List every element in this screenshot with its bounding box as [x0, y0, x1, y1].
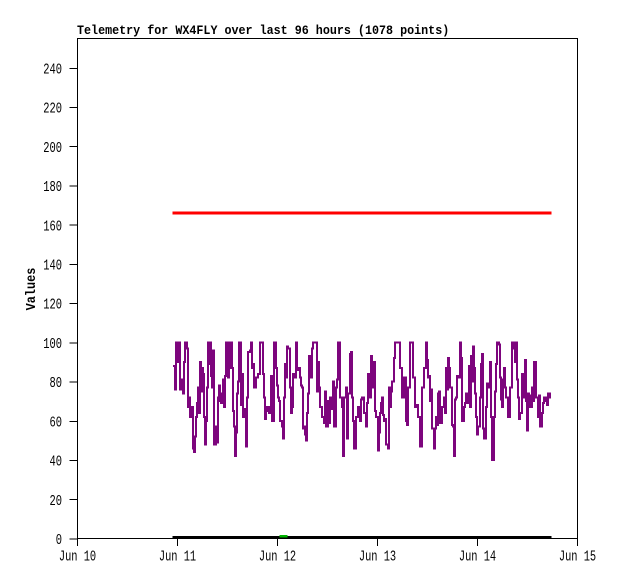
svg-text:Jun 14: Jun 14: [459, 549, 496, 565]
svg-text:80: 80: [49, 375, 62, 392]
svg-text:Jun 15: Jun 15: [559, 549, 596, 565]
svg-text:Telemetry for WX4FLY over last: Telemetry for WX4FLY over last 96 hours …: [77, 23, 449, 38]
svg-text:120: 120: [43, 296, 62, 313]
svg-text:Jun 12: Jun 12: [259, 549, 296, 565]
svg-text:20: 20: [49, 492, 62, 509]
svg-text:220: 220: [43, 100, 62, 117]
svg-text:100: 100: [43, 335, 62, 352]
svg-text:240: 240: [43, 61, 62, 78]
svg-text:Jun 13: Jun 13: [359, 549, 396, 565]
svg-text:40: 40: [49, 453, 62, 470]
svg-text:Jun 11: Jun 11: [159, 549, 196, 565]
svg-text:200: 200: [43, 139, 62, 156]
svg-text:Jun 10: Jun 10: [59, 549, 96, 565]
svg-text:160: 160: [43, 218, 62, 235]
svg-text:140: 140: [43, 257, 62, 274]
svg-text:0: 0: [56, 531, 62, 548]
svg-text:Values: Values: [23, 268, 39, 311]
svg-text:180: 180: [43, 178, 62, 195]
svg-text:60: 60: [49, 414, 62, 431]
